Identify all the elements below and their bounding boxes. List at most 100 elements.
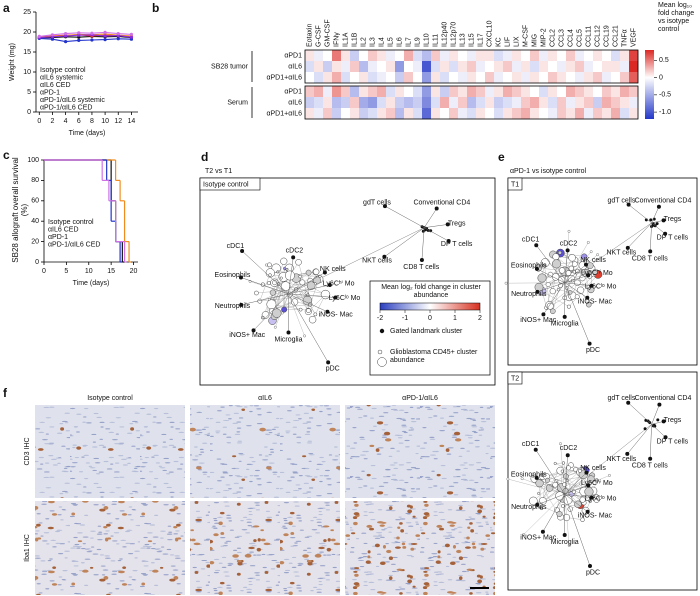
heatmap-cell [422,108,432,120]
node-label: iNOS- Mac [578,513,613,520]
node-label: gdT cells [607,197,635,204]
heatmap-cell [485,50,495,62]
heatmap-cell [404,50,414,62]
heatmap-cell [476,61,486,73]
node [273,325,277,329]
heatmap-cell [377,50,387,62]
group-frame [304,49,639,84]
heatmap-cell [386,86,396,98]
heatmap-cell [332,61,342,73]
group-label: Serum [227,99,248,106]
x-tick-label: 5 [64,268,68,275]
heatmap-cell [557,108,567,120]
legend-symbol [377,349,383,355]
heatmap-cell [341,50,351,62]
edge [522,478,565,495]
heatmap-cell [359,50,369,62]
heatmap-cell [602,72,612,84]
box-title: Isotype control [203,181,249,188]
column-label: LIF [504,37,511,47]
heatmap-cell [359,86,369,98]
heatmap-cell [593,97,603,109]
heatmap-cell [413,72,423,84]
heatmap-cell [431,72,441,84]
heatmap-cell [368,61,378,73]
node [551,273,560,281]
panel-label: d [201,150,208,164]
heatmap-cell [530,72,540,84]
y-tick-label: 0 [35,259,39,266]
landmark-node [585,509,590,514]
heatmap-cell [620,86,630,98]
y-axis-label: SB28 allograft overall survival (%) [11,157,29,263]
node [552,253,560,261]
heatmap-cell [539,108,549,120]
landmark-node [586,483,591,488]
data-point [129,32,134,37]
heatmap-cell [575,97,585,109]
y-tick-label: 5 [27,89,31,96]
heatmap-cell [503,61,513,73]
heatmap-cell [521,97,531,109]
heatmap-cell [476,50,486,62]
node [643,427,647,431]
ihc-image [35,405,185,498]
node [560,504,565,508]
edge [564,493,591,567]
node [587,475,595,483]
heatmap-cell [323,72,333,84]
heatmap-cell [467,61,477,73]
legend-entry: Glioblastoma CD45+ cluster abundance [390,349,478,364]
heatmap-cell [530,108,540,120]
heatmap-cell [431,108,441,120]
landmark-node [239,302,244,307]
edge [651,404,660,425]
node-label: Ly6Cˡᵒ Mo [585,283,617,290]
landmark-node [382,204,387,209]
heatmap-cell [341,86,351,98]
heatmap-cell [476,97,486,109]
column-label: IL3 [369,37,376,47]
heatmap-cell [575,86,585,98]
heatmap-cell [422,50,432,62]
heatmap-cell [494,61,504,73]
heatmap-cell [359,97,369,109]
node-label: Ly6Cʰⁱ Mo [323,279,355,287]
data-point [103,30,107,34]
node-label: Microglia [274,336,302,343]
node-label: Conventional CD4 [635,197,692,204]
node-label: iNOS+ Mac [520,317,556,324]
edge [536,477,565,495]
y-tick-label: 0 [27,109,31,116]
heatmap-cell [332,97,342,109]
heatmap-cell [458,97,468,109]
legend-entry: αIL6 CED [40,82,71,89]
edge [628,204,652,224]
heatmap-cell [449,50,459,62]
heatmap-cell [449,61,459,73]
edge [274,282,312,286]
node-label: pDC [586,569,600,576]
node-label: Ly6Cʰⁱ Mo [581,269,613,277]
column-label: CCL21 [612,25,619,47]
column-label: IL6 [396,37,403,47]
heatmap-cell [485,108,495,120]
heatmap-cell [575,108,585,120]
column-label: CCL19 [603,25,610,47]
edge [651,424,666,438]
colorbar-tick-label: 0 [659,74,663,81]
landmark-node [325,309,330,314]
x-tick-label: 0 [42,268,46,275]
edge [269,277,297,303]
heatmap-cell [539,72,549,84]
heatmap-cell [422,72,432,84]
heatmap-cell [611,108,621,120]
node-label: Eosinophils [511,471,547,478]
column-label: IFNγ [333,32,340,47]
row-label: Iba1 IHC [24,534,31,562]
heatmap-cell [512,97,522,109]
node [546,302,554,310]
edge [627,222,652,249]
legend-tick-label: -1 [402,315,408,322]
legend-entry: αIL6 CED [48,226,79,233]
